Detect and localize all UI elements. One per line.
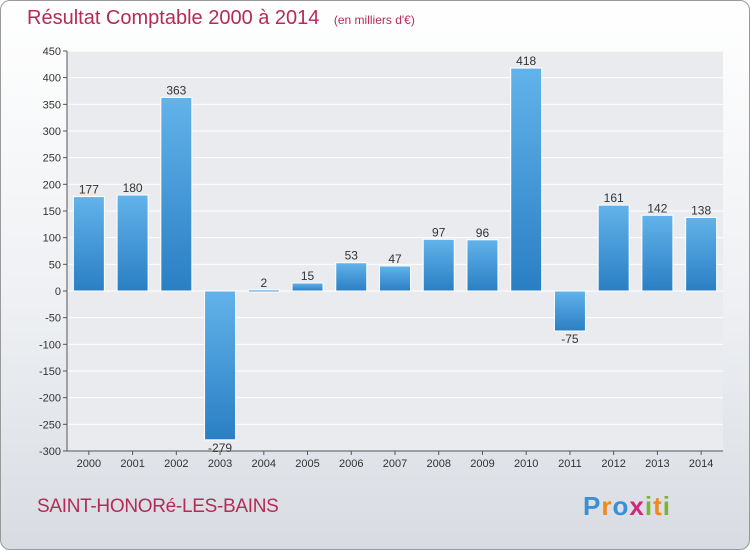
y-tick-label: -50 <box>45 313 61 325</box>
title-text: Résultat Comptable 2000 à 2014 <box>27 7 320 29</box>
bar-2004 <box>247 289 280 293</box>
y-tick-label: 300 <box>43 126 61 138</box>
logo-letter: P <box>583 491 602 521</box>
data-label: 142 <box>647 201 667 215</box>
x-tick-label: 2013 <box>645 458 669 470</box>
bar-2013 <box>641 214 674 292</box>
title-unit: (en milliers d'€) <box>333 13 415 27</box>
x-tick-label: 2005 <box>295 458 319 470</box>
data-label: 47 <box>388 252 402 266</box>
bar-2012 <box>597 204 630 292</box>
y-tick-label: -300 <box>39 446 61 458</box>
proxiti-logo: Proxiti <box>583 491 671 522</box>
logo-letter: o <box>612 491 630 521</box>
bar-2010 <box>510 67 543 292</box>
x-tick-label: 2011 <box>558 458 582 470</box>
x-tick-label: 2003 <box>208 458 232 470</box>
data-label: 97 <box>432 225 446 239</box>
data-label: 177 <box>79 183 99 197</box>
x-tick-label: 2009 <box>470 458 494 470</box>
y-tick-label: 0 <box>55 286 61 298</box>
data-label: -75 <box>561 332 579 346</box>
x-tick-label: 2010 <box>514 458 538 470</box>
data-label: 96 <box>476 226 490 240</box>
bar-2001 <box>116 194 149 292</box>
y-tick-label: -200 <box>39 393 61 405</box>
y-tick-label: 100 <box>43 233 61 245</box>
data-label: 363 <box>166 83 186 97</box>
bar-2003 <box>204 290 237 441</box>
bar-2009 <box>466 239 499 292</box>
y-tick-label: -150 <box>39 366 61 378</box>
bar-2006 <box>335 262 368 292</box>
y-tick-label: 400 <box>43 73 61 85</box>
bar-2008 <box>422 238 455 292</box>
logo-letter: t <box>653 491 663 521</box>
commune-name: SAINT-HONORé-LES-BAINS <box>37 496 279 517</box>
chart-title: Résultat Comptable 2000 à 2014 (en milli… <box>27 7 415 30</box>
y-tick-label: 150 <box>43 206 61 218</box>
logo-letter: x <box>629 491 645 521</box>
y-tick-label: 350 <box>43 99 61 111</box>
y-tick-label: 450 <box>43 46 61 58</box>
bar-2000 <box>72 196 105 292</box>
logo-letter: i <box>662 491 671 521</box>
x-tick-label: 2007 <box>383 458 407 470</box>
data-label: 138 <box>691 203 711 217</box>
x-tick-label: 2008 <box>426 458 450 470</box>
x-tick-label: 2000 <box>77 458 101 470</box>
x-tick-label: 2014 <box>689 458 713 470</box>
bar-2005 <box>291 282 324 292</box>
x-tick-label: 2002 <box>164 458 188 470</box>
y-tick-label: -100 <box>39 339 61 351</box>
x-tick-label: 2001 <box>120 458 144 470</box>
data-label: 418 <box>516 54 536 68</box>
bar-2007 <box>379 265 411 292</box>
y-tick-label: -250 <box>39 419 61 431</box>
bar-2011 <box>553 290 586 332</box>
data-label: 180 <box>123 181 143 195</box>
y-tick-label: 50 <box>49 259 61 271</box>
x-tick-label: 2012 <box>601 458 625 470</box>
x-tick-label: 2006 <box>339 458 363 470</box>
bar-2002 <box>160 96 193 292</box>
data-label: 2 <box>260 276 267 290</box>
y-tick-label: 200 <box>43 179 61 191</box>
y-tick-label: 250 <box>43 153 61 165</box>
x-tick-label: 2004 <box>252 458 276 470</box>
logo-letter: r <box>601 491 613 521</box>
logo-letter: i <box>644 491 654 521</box>
data-label: 15 <box>301 269 315 283</box>
bar-2014 <box>685 216 718 292</box>
data-label: 161 <box>604 191 624 205</box>
data-label: 53 <box>345 249 359 263</box>
